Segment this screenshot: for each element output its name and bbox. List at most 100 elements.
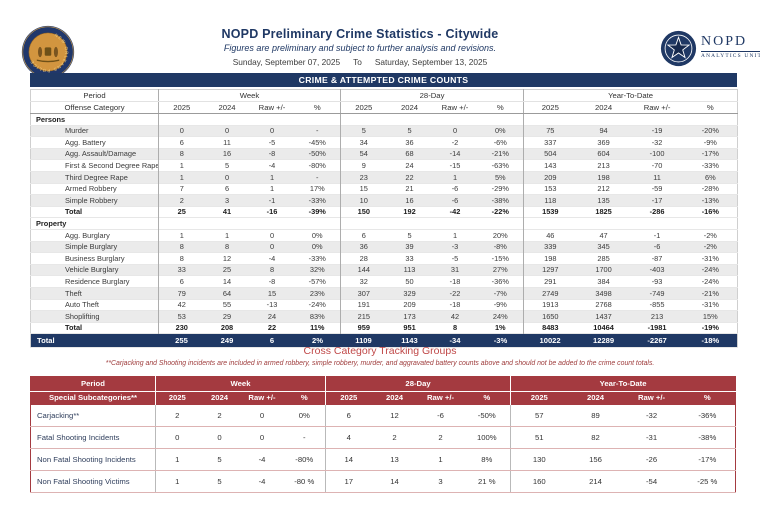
subheader-row: Special Subcategories** 2025 2024 Raw +/… bbox=[30, 391, 736, 405]
cell-value: 28 bbox=[359, 253, 368, 263]
cell-value: 0 bbox=[204, 171, 250, 184]
cell-value: -286 bbox=[649, 207, 665, 217]
cell-value: 11 bbox=[630, 171, 684, 184]
cell-value bbox=[250, 218, 295, 230]
col-pct: % bbox=[683, 101, 738, 114]
row-label: Theft bbox=[30, 287, 159, 299]
cell-value: 951 bbox=[403, 323, 416, 333]
cell-value: 0 bbox=[240, 405, 284, 427]
cell-value: 214 bbox=[567, 470, 624, 493]
col-2025: 2025 bbox=[523, 101, 577, 114]
cell-value bbox=[433, 114, 478, 126]
cell-value: -5 bbox=[268, 137, 276, 147]
cell-value: 31 bbox=[432, 264, 478, 276]
cell-value: 16 bbox=[386, 194, 433, 207]
cell-value: 8483 bbox=[542, 323, 559, 333]
cell-value: 14 bbox=[371, 470, 418, 493]
cell-value: -45% bbox=[294, 136, 342, 149]
cell-value: 2749 bbox=[523, 287, 577, 299]
cell-value: -1981 bbox=[647, 323, 667, 333]
cell-value: 8 bbox=[158, 241, 205, 253]
cell-value: 1825 bbox=[595, 207, 612, 217]
cell-value: 0 bbox=[158, 125, 205, 137]
col-2024: 2024 bbox=[204, 101, 250, 114]
cell-value: 213 bbox=[630, 310, 684, 323]
cell-value: 10 bbox=[340, 194, 387, 207]
cell-value: 1 bbox=[155, 448, 199, 471]
cell-value: 5 bbox=[198, 448, 241, 471]
cell-value: -33% bbox=[294, 252, 342, 265]
cell-value: -31% bbox=[701, 253, 719, 263]
cell-value: 1 bbox=[179, 230, 184, 240]
cell-value: 0 bbox=[432, 125, 478, 137]
cell-value: -14 bbox=[432, 148, 478, 160]
cell-value: 0 bbox=[269, 230, 275, 240]
cell-value: 173 bbox=[386, 310, 433, 323]
crime-table: Period Week 28-Day Year-To-Date Offense … bbox=[30, 89, 739, 349]
header-offense-category: Offense Category bbox=[30, 101, 159, 114]
cell-value: 21 bbox=[405, 184, 414, 194]
cell-value: -24% bbox=[701, 276, 719, 286]
cross-category-note: **Carjacking and Shooting incidents are … bbox=[105, 360, 655, 367]
cell-value: -24% bbox=[294, 299, 342, 311]
crime-row: Simple Robbery 2 3 -1 -33% 10 16 -6 -38% 118 135 -1… bbox=[30, 194, 738, 207]
header-ytd: Year-To-Date bbox=[510, 376, 736, 392]
cell-value: 17 bbox=[325, 470, 372, 493]
col-2024: 2024 bbox=[371, 391, 418, 405]
cell-value: -2267 bbox=[630, 333, 684, 348]
cell-value: 1109 bbox=[340, 333, 387, 348]
cell-value: 16 bbox=[204, 148, 250, 160]
cell-value: -38% bbox=[477, 194, 525, 207]
cell-value: -7% bbox=[477, 287, 525, 299]
cell-value: 5% bbox=[477, 171, 525, 184]
cell-value: 13 bbox=[371, 448, 418, 471]
cell-value: 0 bbox=[249, 241, 295, 253]
cell-value: 42 bbox=[432, 310, 478, 323]
cell-value bbox=[159, 218, 205, 230]
col-raw: Raw +/- bbox=[417, 391, 464, 405]
cell-value: - bbox=[294, 171, 342, 184]
cell-value: -22% bbox=[477, 206, 525, 218]
crime-row: Business Burglary 8 12 -4 -33% 28 33 -5 -15% 198 2… bbox=[30, 252, 738, 265]
header-period: Period bbox=[30, 89, 159, 102]
cell-value: -9% bbox=[477, 299, 525, 311]
cell-value: -26 bbox=[623, 448, 680, 471]
cell-value: 113 bbox=[386, 264, 433, 276]
cell-value: -70 bbox=[651, 160, 663, 170]
cell-value: -6% bbox=[477, 136, 525, 149]
cell-value: 0 bbox=[249, 125, 295, 137]
cell-value: -100 bbox=[630, 148, 684, 160]
cell-value: -1 bbox=[249, 194, 295, 207]
cell-value: -6 bbox=[451, 184, 459, 194]
cell-value: -80% bbox=[283, 448, 327, 471]
cell-value: 1 bbox=[249, 171, 295, 184]
cell-value: -34 bbox=[432, 333, 478, 348]
cell-value bbox=[387, 114, 433, 126]
crime-row: Agg. Assault/Damage 8 16 -8 -50% 54 68 -14 -21% 5… bbox=[30, 148, 738, 160]
col-pct: % bbox=[477, 101, 525, 114]
header-period: Period bbox=[30, 376, 156, 392]
cell-value: 24 bbox=[249, 310, 295, 323]
row-label: First & Second Degree Rape bbox=[30, 159, 159, 172]
cell-value: -28% bbox=[701, 184, 719, 194]
cell-value bbox=[631, 218, 684, 230]
crime-counts-banner: CRIME & ATTEMPTED CRIME COUNTS bbox=[30, 73, 737, 87]
crime-row: Total 230 208 22 11% 959 951 8 1% 8483 10464 -1981 -… bbox=[30, 322, 738, 334]
cell-value: -33% bbox=[294, 194, 342, 207]
cell-value bbox=[631, 114, 684, 126]
cell-value bbox=[250, 114, 295, 126]
cell-value: 6 bbox=[249, 333, 295, 348]
section-header-row: Property bbox=[30, 217, 738, 230]
cell-value: 2% bbox=[294, 333, 341, 348]
col-2025: 2025 bbox=[340, 101, 387, 114]
cell-value: 0% bbox=[294, 229, 342, 242]
cell-value: 6 bbox=[325, 405, 372, 427]
cell-value: 6 bbox=[224, 184, 230, 194]
cell-value: 83% bbox=[294, 310, 342, 323]
cell-value: 6 bbox=[179, 276, 184, 286]
row-label: Armed Robbery bbox=[30, 183, 159, 195]
cell-value: 3498 bbox=[576, 287, 631, 299]
cell-value bbox=[524, 218, 577, 230]
col-raw: Raw +/- bbox=[240, 391, 284, 405]
col-2025: 2025 bbox=[325, 391, 372, 405]
